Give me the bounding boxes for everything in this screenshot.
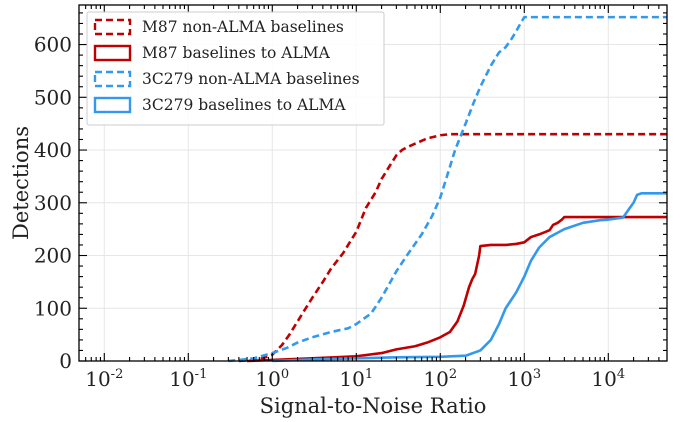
series-line-1: [246, 215, 667, 363]
x-tick-label: 100: [255, 367, 289, 391]
axes-frame: [78, 4, 668, 362]
x-tick-label: 10-2: [85, 367, 123, 391]
y-tick-label: 300: [34, 191, 72, 215]
y-tick-label: 0: [59, 349, 72, 373]
x-tick-label: 102: [423, 367, 457, 391]
y-axis-label: Detections: [9, 126, 33, 240]
x-tick-label: 104: [591, 367, 625, 391]
x-axis-label: Signal-to-Noise Ratio: [260, 394, 487, 418]
legend-swatch-1: [93, 44, 132, 62]
x-tick-label: 101: [339, 367, 373, 391]
legend-swatch-2: [93, 70, 132, 88]
legend-label-2: 3C279 non-ALMA baselines: [142, 70, 360, 88]
y-tick-label: 100: [34, 296, 72, 320]
legend-swatch-3: [93, 96, 132, 114]
x-tick-label: 103: [507, 367, 541, 391]
y-tick-label: 500: [34, 85, 72, 109]
x-tick-label: 10-1: [169, 367, 207, 391]
series-line-2: [228, 15, 667, 363]
legend-label-1: M87 baselines to ALMA: [142, 44, 331, 62]
tick-labels: 10-2 10-1 100 101 102 103 104 0 100 200 300 400 500 6…: [34, 33, 625, 391]
legend: M87 non-ALMA baselines M87 baselines to A…: [86, 11, 385, 126]
legend-box: [86, 11, 385, 126]
axis-ticks: [79, 5, 667, 362]
legend-label-0: M87 non-ALMA baselines: [142, 18, 344, 36]
y-tick-label: 400: [34, 138, 72, 162]
legend-label-3: 3C279 baselines to ALMA: [142, 96, 346, 114]
y-tick-label: 200: [34, 244, 72, 268]
legend-swatch-0: [93, 18, 132, 36]
y-tick-label: 600: [34, 33, 72, 57]
